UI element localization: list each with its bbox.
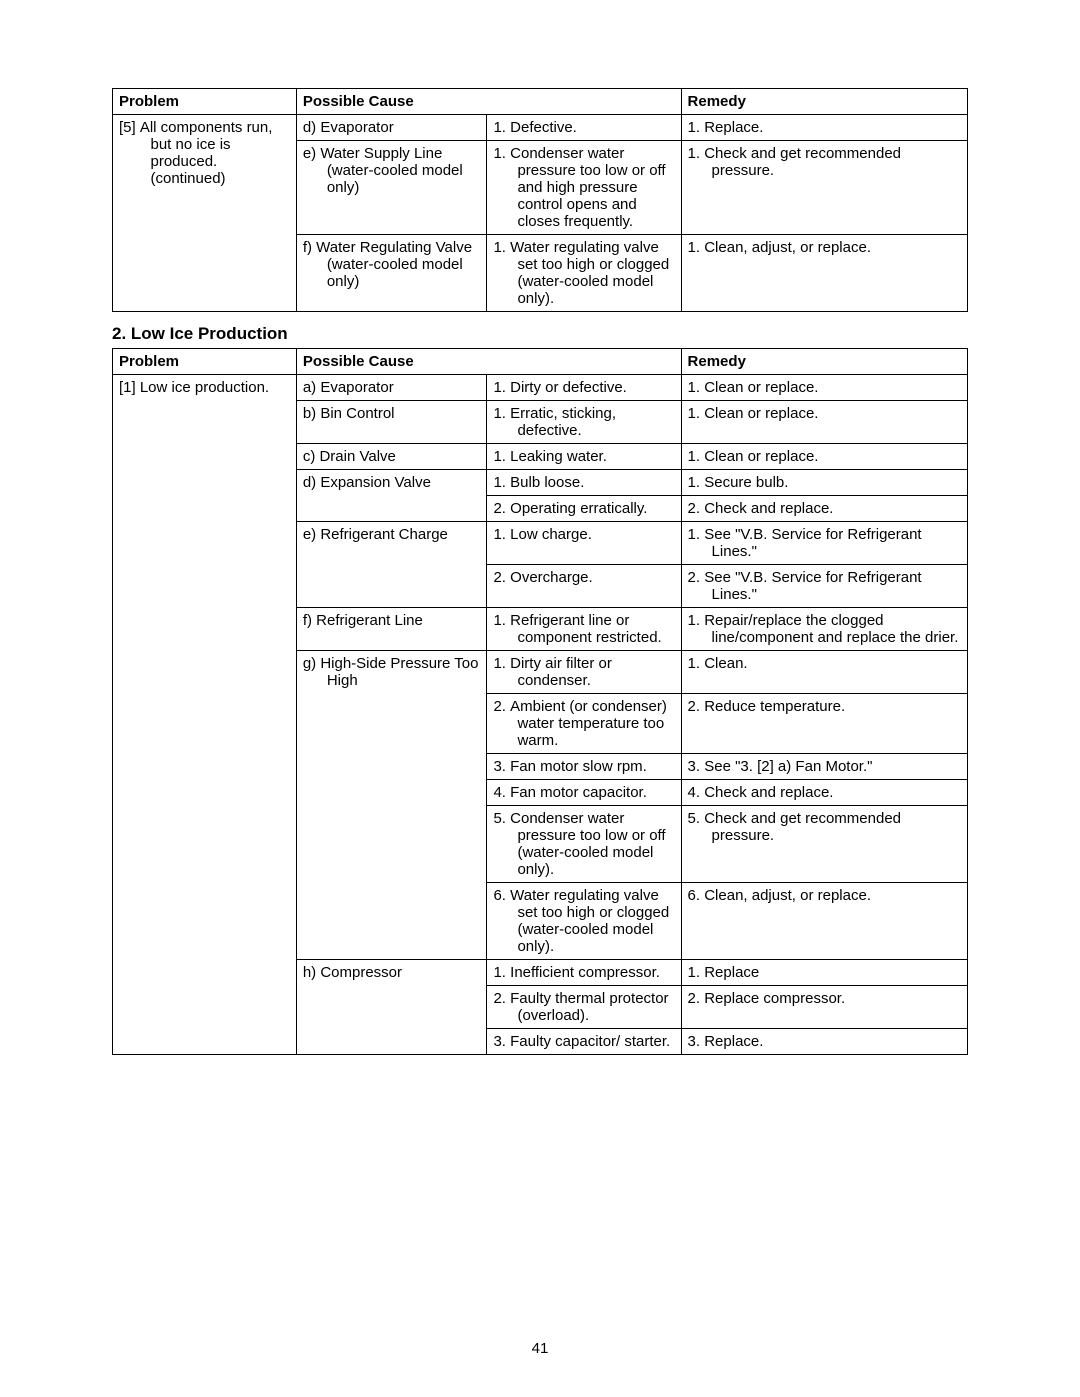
problem-text: [5] All components run, but no ice is pr… — [119, 119, 290, 187]
symptom-cell: 6. Water regulating valve set too high o… — [487, 883, 681, 960]
remedy-cell: 2. Replace compressor. — [681, 986, 967, 1029]
symptom-cell: 1. Leaking water. — [487, 444, 681, 470]
problem-cell: [1] Low ice production. — [113, 375, 297, 1055]
remedy-cell: 1. Clean. — [681, 651, 967, 694]
section-title: 2. Low Ice Production — [112, 324, 968, 344]
table-continued: Problem Possible Cause Remedy [5] All co… — [112, 88, 968, 312]
header-cause: Possible Cause — [296, 349, 681, 375]
remedy-cell: 1. Clean or replace. — [681, 375, 967, 401]
symptom-cell: 2. Overcharge. — [487, 565, 681, 608]
remedy-cell: 2. Reduce temperature. — [681, 694, 967, 754]
symptom-cell: 1. Dirty or defective. — [487, 375, 681, 401]
remedy-cell: 1. Check and get recommended pressure. — [681, 141, 967, 235]
header-remedy: Remedy — [681, 89, 967, 115]
remedy-cell: 1. See "V.B. Service for Refrigerant Lin… — [681, 522, 967, 565]
remedy-cell: 6. Clean, adjust, or replace. — [681, 883, 967, 960]
header-problem: Problem — [113, 349, 297, 375]
cause-cell: d) Evaporator — [296, 115, 487, 141]
page-number: 41 — [0, 1340, 1080, 1357]
symptom-cell: 3. Faulty capacitor/ starter. — [487, 1029, 681, 1055]
symptom-cell: 4. Fan motor capacitor. — [487, 780, 681, 806]
symptom-cell: 1. Refrigerant line or component restric… — [487, 608, 681, 651]
cause-cell: d) Expansion Valve — [296, 470, 487, 522]
header-cause: Possible Cause — [296, 89, 681, 115]
remedy-cell: 1. Clean or replace. — [681, 401, 967, 444]
header-remedy: Remedy — [681, 349, 967, 375]
table-header-row: Problem Possible Cause Remedy — [113, 89, 968, 115]
symptom-cell: 1. Low charge. — [487, 522, 681, 565]
cause-cell: e) Refrigerant Charge — [296, 522, 487, 608]
table-row: [5] All components run, but no ice is pr… — [113, 115, 968, 141]
symptom-cell: 1. Water regulating valve set too high o… — [487, 235, 681, 312]
symptom-cell: 1. Inefficient compressor. — [487, 960, 681, 986]
symptom-cell: 1. Condenser water pressure too low or o… — [487, 141, 681, 235]
table-low-ice: Problem Possible Cause Remedy [1] Low ic… — [112, 348, 968, 1055]
symptom-cell: 1. Dirty air filter or condenser. — [487, 651, 681, 694]
remedy-cell: 1. Clean or replace. — [681, 444, 967, 470]
cause-cell: a) Evaporator — [296, 375, 487, 401]
cause-cell: e) Water Supply Line (water-cooled model… — [296, 141, 487, 235]
remedy-cell: 1. Repair/replace the clogged line/compo… — [681, 608, 967, 651]
cause-cell: h) Compressor — [296, 960, 487, 1055]
remedy-cell: 4. Check and replace. — [681, 780, 967, 806]
symptom-cell: 2. Faulty thermal protector (overload). — [487, 986, 681, 1029]
symptom-cell: 5. Condenser water pressure too low or o… — [487, 806, 681, 883]
problem-text: [1] Low ice production. — [119, 379, 290, 396]
remedy-cell: 1. Secure bulb. — [681, 470, 967, 496]
remedy-cell: 2. See "V.B. Service for Refrigerant Lin… — [681, 565, 967, 608]
cause-cell: g) High-Side Pressure Too High — [296, 651, 487, 960]
remedy-cell: 1. Replace — [681, 960, 967, 986]
remedy-cell: 5. Check and get recommended pressure. — [681, 806, 967, 883]
remedy-cell: 1. Clean, adjust, or replace. — [681, 235, 967, 312]
remedy-cell: 3. Replace. — [681, 1029, 967, 1055]
table-row: [1] Low ice production. a) Evaporator1. D… — [113, 375, 968, 401]
symptom-cell: 2. Operating erratically. — [487, 496, 681, 522]
cause-cell: b) Bin Control — [296, 401, 487, 444]
remedy-cell: 2. Check and replace. — [681, 496, 967, 522]
cause-cell: c) Drain Valve — [296, 444, 487, 470]
cause-cell: f) Refrigerant Line — [296, 608, 487, 651]
cause-cell: f) Water Regulating Valve (water-cooled … — [296, 235, 487, 312]
problem-cell: [5] All components run, but no ice is pr… — [113, 115, 297, 312]
symptom-cell: 2. Ambient (or condenser) water temperat… — [487, 694, 681, 754]
symptom-cell: 1. Defective. — [487, 115, 681, 141]
header-problem: Problem — [113, 89, 297, 115]
symptom-cell: 1. Bulb loose. — [487, 470, 681, 496]
remedy-cell: 3. See "3. [2] a) Fan Motor." — [681, 754, 967, 780]
symptom-cell: 3. Fan motor slow rpm. — [487, 754, 681, 780]
remedy-cell: 1. Replace. — [681, 115, 967, 141]
symptom-cell: 1. Erratic, sticking, defective. — [487, 401, 681, 444]
page: Problem Possible Cause Remedy [5] All co… — [0, 0, 1080, 1397]
table-header-row: Problem Possible Cause Remedy — [113, 349, 968, 375]
